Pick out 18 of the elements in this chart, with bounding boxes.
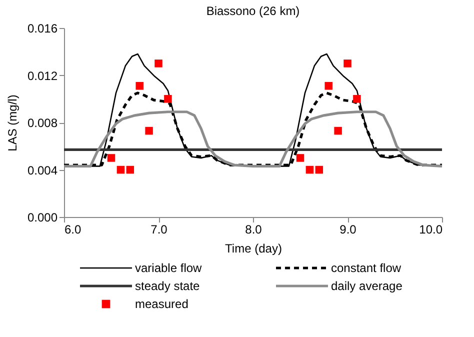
legend-label: daily average xyxy=(331,279,403,293)
x-tick-label: 10.0 xyxy=(419,222,443,236)
x-tick-label: 6.0 xyxy=(64,222,82,236)
y-tick-label: 0.008 xyxy=(27,116,58,130)
x-axis-title: Time (day) xyxy=(225,242,282,256)
y-tick-label: 0.000 xyxy=(27,210,58,224)
legend-label: steady state xyxy=(135,279,200,293)
chart-title: Biassono (26 km) xyxy=(206,4,300,18)
x-tick-label: 7.0 xyxy=(150,222,168,236)
y-axis-title: LAS (mg/l) xyxy=(5,94,20,152)
y-tick-label: 0.012 xyxy=(27,68,58,83)
x-tick-label: 8.0 xyxy=(245,222,262,236)
legend-label: measured xyxy=(135,297,188,311)
x-tick-label: 9.0 xyxy=(340,222,357,236)
y-tick-label: 0.004 xyxy=(27,163,58,178)
y-tick-label: 0.016 xyxy=(27,22,58,36)
legend-label: variable flow xyxy=(135,261,202,275)
legend-label: constant flow xyxy=(331,261,402,275)
